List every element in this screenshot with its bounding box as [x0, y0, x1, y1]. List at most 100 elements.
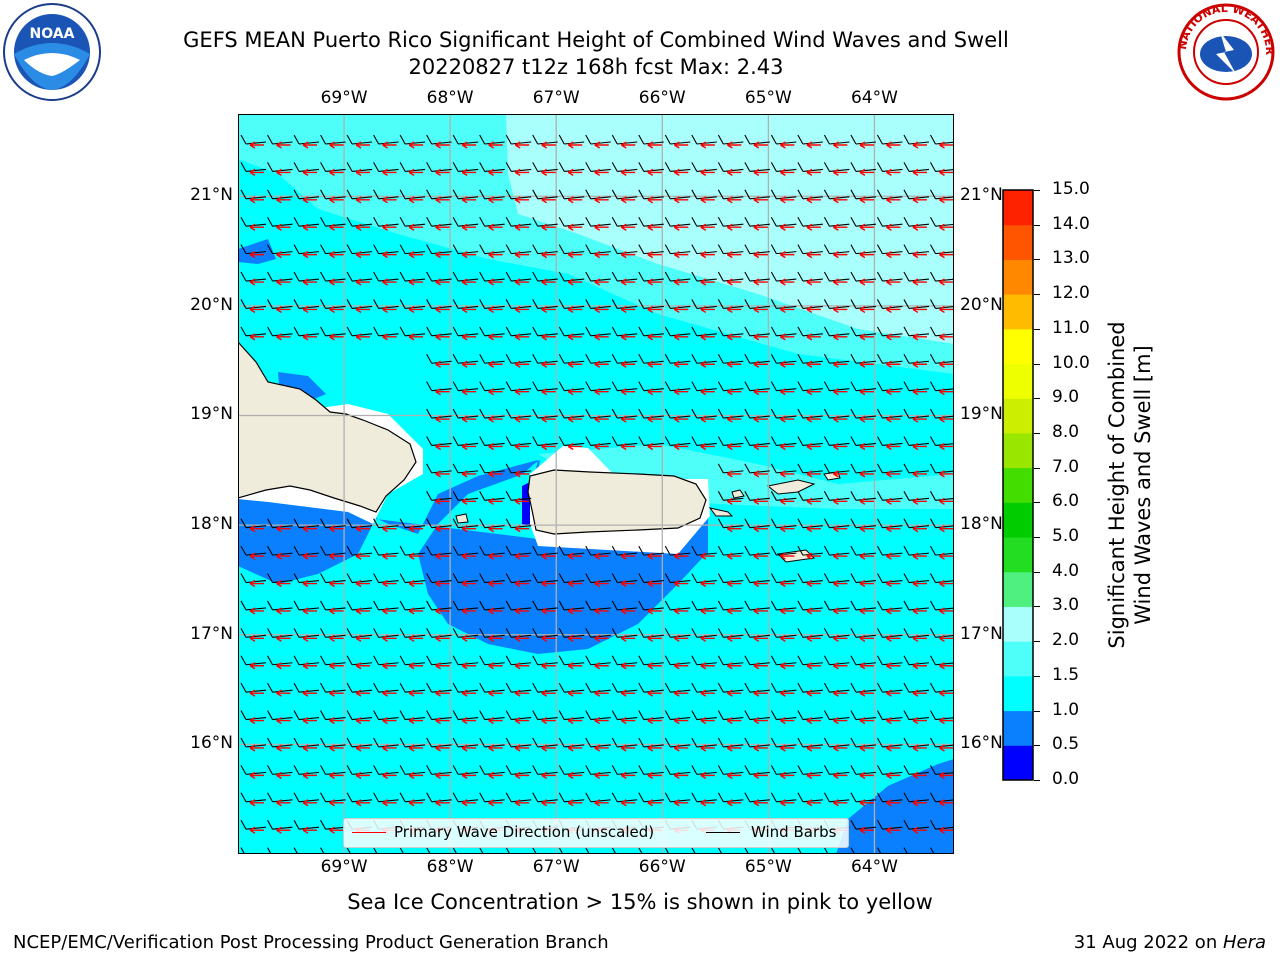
- wind-barb: [532, 765, 558, 775]
- wind-barb: [638, 573, 664, 584]
- wind-barb: [505, 737, 532, 748]
- wave-direction-arrow: [620, 141, 636, 149]
- wave-direction-arrow: [753, 305, 768, 314]
- wind-barb: [293, 134, 320, 145]
- wind-barb: [770, 436, 797, 447]
- wave-direction-arrow: [302, 278, 318, 286]
- wind-barb: [240, 545, 267, 556]
- wave-direction-arrow: [620, 716, 636, 725]
- wind-barb: [346, 189, 373, 200]
- wind-barb: [558, 765, 585, 775]
- wave-direction-arrow: [435, 634, 450, 642]
- wave-direction-arrow: [276, 168, 291, 177]
- wave-direction-arrow: [435, 196, 450, 204]
- wave-direction-arrow: [302, 333, 318, 341]
- wind-barb: [505, 353, 532, 364]
- wind-barb: [638, 326, 664, 337]
- wind-barb: [930, 600, 954, 611]
- wind-barb: [744, 682, 770, 693]
- wind-barb: [850, 765, 876, 775]
- wind-barb: [452, 765, 479, 775]
- wind-barb: [240, 847, 246, 854]
- wind-barb: [293, 600, 320, 611]
- wave-direction-arrow: [249, 168, 264, 177]
- wind-barb: [346, 600, 373, 611]
- wind-barb: [558, 353, 585, 364]
- wind-barb: [876, 847, 882, 854]
- wind-barb: [452, 162, 479, 172]
- wind-barb: [691, 710, 717, 721]
- wind-barb: [744, 326, 770, 337]
- wave-direction-arrow: [726, 388, 742, 396]
- wave-direction-arrow: [673, 305, 689, 314]
- wave-direction-arrow: [859, 716, 874, 725]
- wind-barb: [930, 134, 954, 145]
- wave-direction-arrow: [939, 579, 954, 588]
- wind-barb: [823, 710, 850, 721]
- wave-direction-arrow: [594, 744, 609, 752]
- wind-barb: [532, 628, 558, 638]
- footer-date: 31 Aug 2022 on: [1073, 932, 1223, 953]
- wave-direction-arrow: [886, 141, 901, 149]
- wave-direction-arrow: [541, 634, 556, 642]
- wind-barb: [267, 765, 293, 775]
- wind-barb: [744, 134, 770, 145]
- wave-direction-arrow: [355, 251, 371, 259]
- wind-barb: [452, 545, 479, 556]
- wind-barb: [691, 628, 717, 638]
- wind-barb: [452, 353, 479, 364]
- wave-direction-arrow: [408, 196, 424, 204]
- wave-direction-arrow: [939, 771, 954, 779]
- colorbar-tick-label: 10.0: [1052, 352, 1090, 373]
- wind-barb: [532, 326, 558, 337]
- wave-direction-arrow: [886, 525, 901, 533]
- wind-barb: [903, 353, 930, 364]
- wind-barb: [717, 134, 744, 145]
- wind-barb: [505, 518, 532, 529]
- wind-barb: [293, 628, 320, 638]
- wind-barb: [558, 244, 585, 255]
- wind-barb: [558, 682, 585, 693]
- wind-barb: [532, 216, 558, 227]
- wind-barb: [903, 545, 930, 556]
- wind-barb: [823, 244, 850, 255]
- wave-direction-arrow: [886, 497, 901, 505]
- wave-direction-arrow: [806, 141, 821, 149]
- wave-direction-arrow: [780, 771, 795, 779]
- wave-direction-arrow: [700, 662, 715, 670]
- wave-direction-arrow: [780, 223, 795, 231]
- wind-barb: [717, 545, 744, 556]
- wave-direction-arrow: [939, 305, 954, 314]
- wave-direction-arrow: [647, 251, 662, 259]
- wave-direction-arrow: [620, 333, 636, 341]
- wind-barb: [399, 271, 426, 282]
- wind-barb: [691, 765, 717, 775]
- wave-direction-arrow: [488, 251, 503, 259]
- wind-barb: [638, 655, 664, 666]
- wave-direction-arrow: [806, 415, 821, 423]
- wind-barb: [638, 792, 664, 803]
- wave-direction-arrow: [886, 168, 901, 177]
- wind-barb: [532, 847, 537, 854]
- wind-barb: [505, 545, 532, 556]
- wind-barb: [373, 518, 399, 529]
- wave-direction-arrow: [276, 278, 291, 286]
- wind-barb: [797, 244, 823, 255]
- wave-direction-arrow: [859, 333, 874, 341]
- wave-direction-arrow: [435, 278, 450, 286]
- wave-direction-arrow: [488, 716, 503, 725]
- wave-direction-arrow: [408, 579, 424, 588]
- wave-direction-arrow: [647, 744, 662, 752]
- wave-direction-arrow: [939, 278, 954, 286]
- wave-direction-arrow: [886, 251, 901, 259]
- wave-direction-arrow: [461, 525, 477, 533]
- wave-direction-arrow: [567, 799, 583, 807]
- wind-barb: [346, 216, 373, 227]
- colorbar-tick-mark: [1034, 432, 1040, 434]
- wind-barb: [479, 737, 505, 748]
- wind-barb: [770, 710, 797, 721]
- wind-barb: [797, 162, 823, 172]
- wind-barb: [320, 299, 346, 309]
- wind-barb: [267, 737, 293, 748]
- wave-direction-arrow: [620, 442, 636, 451]
